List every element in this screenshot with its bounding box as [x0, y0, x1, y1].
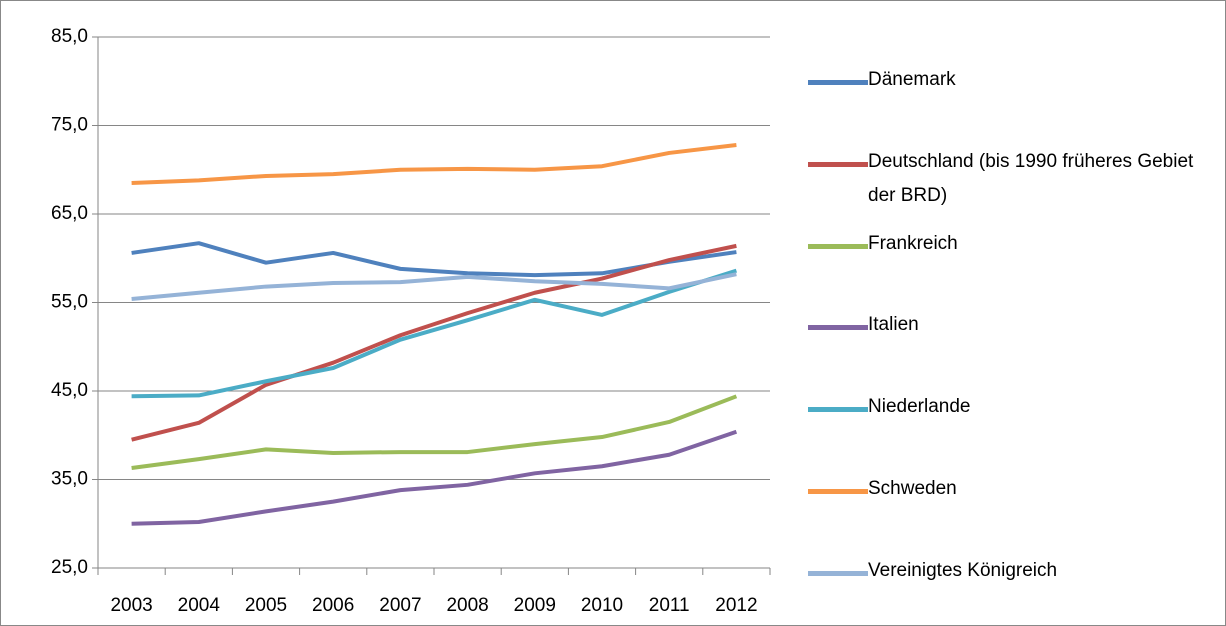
legend-item: Niederlande: [808, 396, 970, 424]
x-tick-label: 2006: [312, 595, 354, 616]
x-tick-label: 2010: [581, 595, 623, 616]
series-line: [131, 272, 737, 301]
legend-label: Deutschland (bis 1990 früheres Gebiet de…: [868, 150, 1194, 206]
series-line: [131, 142, 737, 186]
legend-item: Deutschland (bis 1990 früheres Gebiet de…: [808, 151, 1203, 213]
legend-label: Italien: [868, 314, 919, 336]
series-line: [131, 429, 738, 526]
y-tick-label: 25,0: [51, 557, 88, 578]
legend-label: Niederlande: [868, 396, 971, 418]
legend-item: Italien: [808, 314, 919, 342]
y-tick-label: 65,0: [51, 203, 88, 224]
x-tick-label: 2009: [514, 595, 556, 616]
y-tick-label: 35,0: [51, 469, 88, 490]
legend-label: Dänemark: [868, 69, 956, 90]
legend-swatch: [808, 80, 868, 85]
y-tick-label: 45,0: [51, 380, 88, 401]
legend-swatch: [808, 325, 868, 331]
x-tick-label: 2007: [379, 595, 421, 616]
legend-swatch: [808, 243, 868, 249]
x-tick-label: 2008: [446, 595, 488, 616]
legend-label: Vereinigtes Königreich: [868, 559, 1058, 581]
legend-label: Schweden: [868, 478, 957, 499]
y-tick-label: 55,0: [51, 292, 88, 313]
x-tick-label: 2005: [245, 595, 287, 616]
series-line: [131, 241, 737, 278]
x-tick-label: 2003: [110, 595, 152, 616]
legend-swatch: [808, 489, 868, 494]
legend-item: Frankreich: [808, 233, 958, 261]
x-tick-label: 2011: [649, 595, 690, 616]
legend-swatch: [808, 407, 868, 413]
y-tick-label: 85,0: [51, 26, 88, 47]
series-line: [131, 268, 738, 399]
legend-item: Vereinigtes Königreich: [808, 560, 1057, 588]
legend-label: Frankreich: [868, 232, 958, 254]
series-line: [131, 394, 738, 470]
legend-swatch: [808, 161, 868, 167]
legend-swatch: [808, 570, 868, 576]
x-tick-label: 2012: [715, 595, 757, 616]
series-line: [131, 243, 737, 442]
legend-item: Schweden: [808, 478, 957, 506]
y-tick-label: 75,0: [51, 115, 88, 136]
legend-item: Dänemark: [808, 69, 956, 97]
x-tick-label: 2004: [178, 595, 221, 616]
